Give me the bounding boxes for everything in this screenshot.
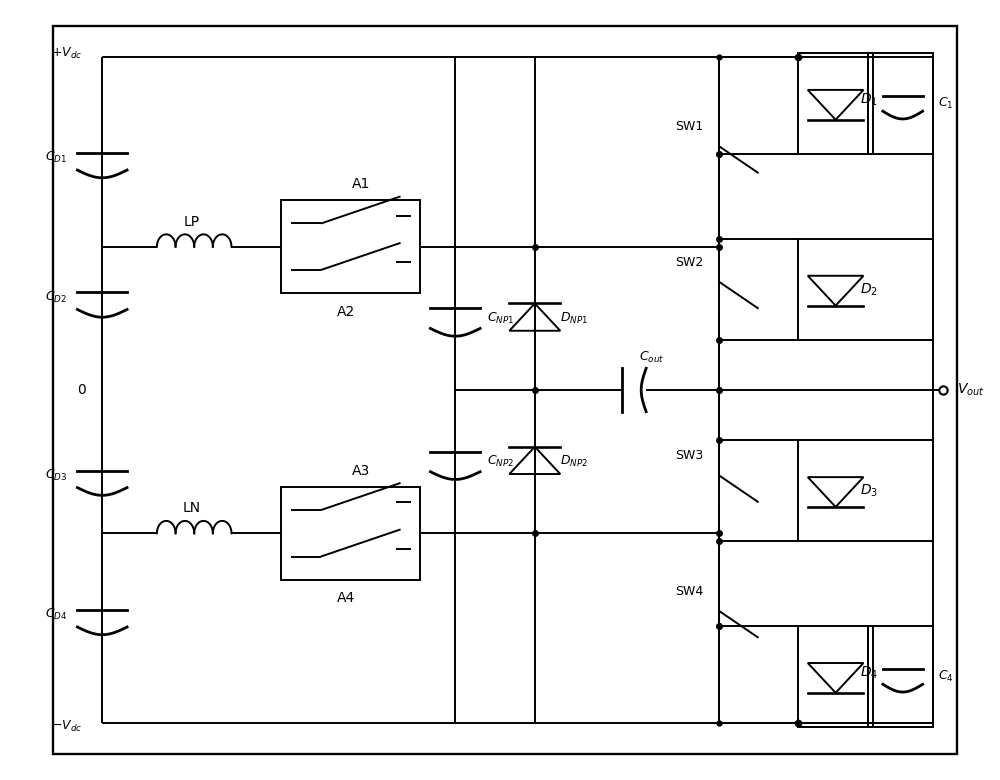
Text: A4: A4 bbox=[337, 591, 355, 605]
Text: SW3: SW3 bbox=[676, 449, 704, 463]
Text: $D_{NP1}$: $D_{NP1}$ bbox=[560, 310, 588, 326]
Text: $C_{D1}$: $C_{D1}$ bbox=[45, 150, 67, 165]
Text: SW1: SW1 bbox=[676, 120, 704, 133]
Text: LP: LP bbox=[184, 215, 200, 229]
Text: $C_1$: $C_1$ bbox=[938, 96, 953, 111]
Bar bbox=[868, 626, 933, 727]
Bar bbox=[868, 53, 933, 154]
Text: $D_1$: $D_1$ bbox=[860, 91, 878, 108]
Text: SW2: SW2 bbox=[676, 256, 704, 269]
Text: $C_{NP2}$: $C_{NP2}$ bbox=[487, 454, 514, 470]
Text: $C_{D3}$: $C_{D3}$ bbox=[45, 468, 67, 483]
Text: $D_{NP2}$: $D_{NP2}$ bbox=[560, 454, 588, 470]
Text: $D_2$: $D_2$ bbox=[860, 281, 878, 297]
Text: $V_{out}$: $V_{out}$ bbox=[957, 381, 985, 399]
Text: $D_3$: $D_3$ bbox=[860, 483, 879, 499]
Text: SW4: SW4 bbox=[676, 585, 704, 597]
Bar bbox=[281, 200, 420, 293]
Text: $C_{D4}$: $C_{D4}$ bbox=[45, 607, 67, 622]
Bar bbox=[798, 441, 933, 541]
Text: LN: LN bbox=[183, 502, 201, 516]
Text: $C_{NP1}$: $C_{NP1}$ bbox=[487, 310, 514, 326]
Bar bbox=[798, 626, 873, 727]
Text: $C_4$: $C_4$ bbox=[938, 669, 953, 684]
Bar bbox=[281, 487, 420, 580]
Text: $C_{out}$: $C_{out}$ bbox=[639, 350, 665, 365]
Text: A2: A2 bbox=[337, 305, 355, 319]
Bar bbox=[798, 239, 933, 339]
Text: A3: A3 bbox=[352, 463, 370, 477]
Text: $0$: $0$ bbox=[77, 383, 87, 397]
Text: $C_{D2}$: $C_{D2}$ bbox=[45, 289, 67, 305]
Text: A1: A1 bbox=[352, 177, 370, 191]
Text: $D_4$: $D_4$ bbox=[860, 665, 879, 681]
Bar bbox=[798, 53, 873, 154]
Text: $-V_{dc}$: $-V_{dc}$ bbox=[51, 719, 82, 735]
Text: $+V_{dc}$: $+V_{dc}$ bbox=[51, 45, 82, 61]
